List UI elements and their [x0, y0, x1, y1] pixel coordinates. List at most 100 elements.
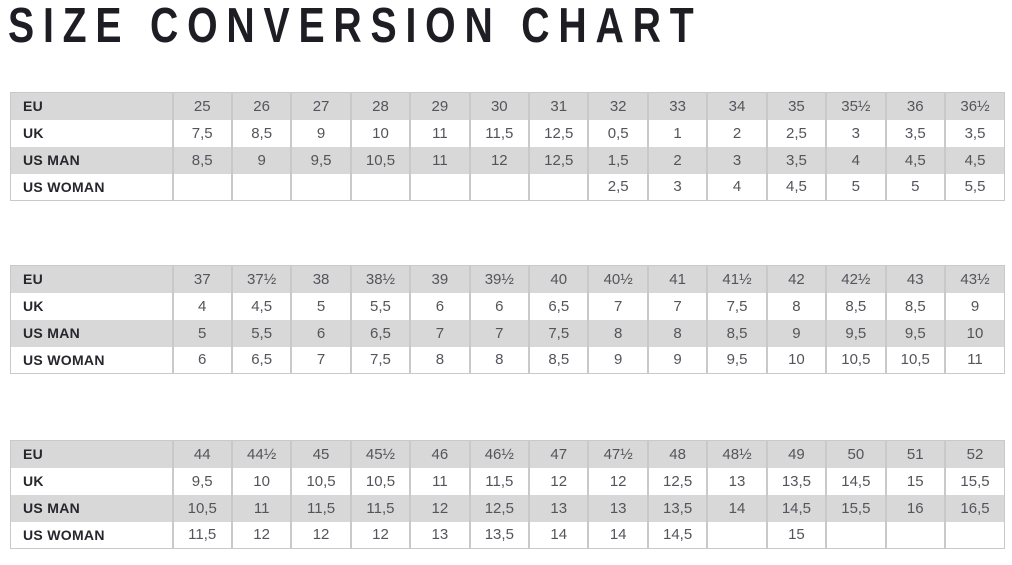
size-cell: 12,5	[468, 494, 530, 522]
size-cell: 9	[290, 119, 351, 147]
size-cell: 11	[409, 467, 470, 495]
size-cell: 6	[171, 346, 232, 374]
size-cell: 48	[646, 440, 708, 468]
size-cell: 7,5	[706, 292, 767, 320]
size-cell: 9	[587, 346, 648, 374]
size-cell: 12,5	[528, 146, 589, 174]
size-cell: 42½	[825, 265, 886, 293]
size-row-us-man: US MAN 8,5 9 9,5 10,5 11 12 12,5 1,5 2 3 3,5 4 4,5 4,5	[10, 146, 1005, 174]
size-cell: 5,5	[943, 173, 1005, 201]
row-label: US MAN	[10, 146, 173, 174]
size-cell: 12	[468, 146, 530, 174]
size-cell: 39½	[468, 265, 530, 293]
size-cell: 12	[528, 467, 589, 495]
size-cell: 1,5	[587, 146, 648, 174]
row-label: EU	[10, 440, 173, 468]
size-cell: 39	[409, 265, 470, 293]
size-cell: 8,5	[884, 292, 945, 320]
size-cell: 7,5	[528, 319, 589, 347]
size-cell: 15,5	[943, 467, 1005, 495]
size-cell: 7	[646, 292, 708, 320]
size-cell: 15	[765, 521, 827, 549]
size-cell: 9	[230, 146, 292, 174]
size-cell: 28	[349, 92, 411, 120]
size-cell	[706, 521, 767, 549]
size-cell: 5	[825, 173, 886, 201]
size-table-eu-37-to-43half: EU 37 37½ 38 38½ 39 39½ 40 40½ 41 41½ 42 42½ 43 43½ UK 4…	[10, 265, 1005, 374]
size-cell: 16,5	[943, 494, 1005, 522]
size-cell: 8	[646, 319, 708, 347]
size-cell: 12	[290, 521, 351, 549]
size-cell: 38½	[349, 265, 411, 293]
size-cell	[171, 173, 232, 201]
size-row-eu: EU 37 37½ 38 38½ 39 39½ 40 40½ 41 41½ 42 42½ 43 43½	[10, 265, 1005, 293]
size-row-us-man: US MAN 10,5 11 11,5 11,5 12 12,5 13 13 13,5 14 14,5…	[10, 494, 1005, 522]
size-row-uk: UK 4 4,5 5 5,5 6 6 6,5 7 7 7,5 8 8,5 8,5 9	[10, 292, 1005, 320]
size-cell: 8	[409, 346, 470, 374]
size-cell: 10,5	[349, 146, 411, 174]
size-cell: 38	[290, 265, 351, 293]
size-cell: 34	[706, 92, 767, 120]
size-cell: 6,5	[528, 292, 589, 320]
size-cell: 47½	[587, 440, 648, 468]
size-cell: 3	[706, 146, 767, 174]
size-cell: 43½	[943, 265, 1005, 293]
size-cell: 2	[706, 119, 767, 147]
size-cell: 14	[528, 521, 589, 549]
size-cell: 15	[884, 467, 945, 495]
size-cell: 47	[528, 440, 589, 468]
size-cell: 13	[528, 494, 589, 522]
size-cell: 36	[884, 92, 945, 120]
size-cell: 16	[884, 494, 945, 522]
size-cell: 2	[646, 146, 708, 174]
row-label: UK	[10, 467, 173, 495]
size-cell: 5,5	[349, 292, 411, 320]
size-cell	[468, 173, 530, 201]
size-cell: 8	[468, 346, 530, 374]
size-cell: 52	[943, 440, 1005, 468]
size-table-eu-25-to-36half: EU 25 26 27 28 29 30 31 32 33 34 35 35½ 36 36½ UK 7,5 8,5…	[10, 92, 1005, 201]
size-cell: 10	[230, 467, 292, 495]
size-cell: 3	[646, 173, 708, 201]
row-label: EU	[10, 265, 173, 293]
size-cell: 11,5	[290, 494, 351, 522]
size-cell: 27	[290, 92, 351, 120]
size-cell: 10,5	[349, 467, 411, 495]
size-cell: 37½	[230, 265, 292, 293]
size-cell: 10,5	[825, 346, 886, 374]
size-cell: 11,5	[171, 521, 232, 549]
size-cell: 13	[409, 521, 470, 549]
size-cell: 9,5	[290, 146, 351, 174]
size-cell: 11	[409, 146, 470, 174]
size-cell: 9,5	[884, 319, 945, 347]
size-cell: 36½	[943, 92, 1005, 120]
size-cell	[943, 521, 1005, 549]
size-cell: 14,5	[825, 467, 886, 495]
size-cell: 12	[349, 521, 411, 549]
row-label: US MAN	[10, 494, 173, 522]
size-cell: 35	[765, 92, 827, 120]
size-cell: 8,5	[706, 319, 767, 347]
size-cell: 49	[765, 440, 827, 468]
size-cell: 26	[230, 92, 292, 120]
size-cell: 14,5	[765, 494, 827, 522]
size-cell	[884, 521, 945, 549]
size-cell: 9,5	[706, 346, 767, 374]
size-cell	[409, 173, 470, 201]
size-cell: 41½	[706, 265, 767, 293]
size-cell: 46	[409, 440, 470, 468]
size-cell	[290, 173, 351, 201]
size-cell: 11	[943, 346, 1005, 374]
size-cell: 25	[171, 92, 232, 120]
size-row-uk: UK 7,5 8,5 9 10 11 11,5 12,5 0,5 1 2 2,5 3 3,5 3,5	[10, 119, 1005, 147]
size-cell: 9	[765, 319, 827, 347]
size-cell: 8,5	[230, 119, 292, 147]
size-cell	[349, 173, 411, 201]
size-cell: 8,5	[171, 146, 232, 174]
size-table-eu-44-to-52: EU 44 44½ 45 45½ 46 46½ 47 47½ 48 48½ 49 50 51 52 UK 9,5…	[10, 440, 1005, 549]
size-cell: 3,5	[765, 146, 827, 174]
size-cell: 13,5	[646, 494, 708, 522]
size-cell: 10,5	[290, 467, 351, 495]
size-cell: 8	[587, 319, 648, 347]
size-cell: 30	[468, 92, 530, 120]
